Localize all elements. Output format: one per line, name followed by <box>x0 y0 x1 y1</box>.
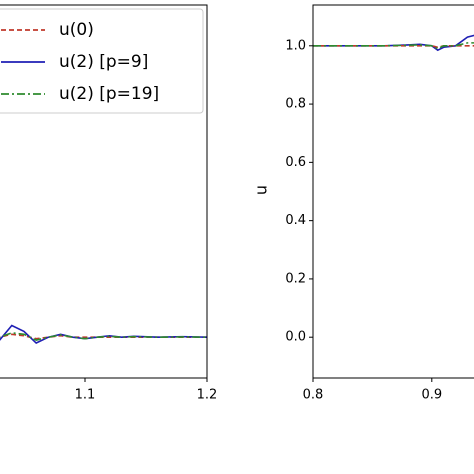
x-tick-label: 0.8 <box>303 388 324 403</box>
y-tick-label: 0.0 <box>285 330 306 345</box>
x-tick-label: 1.1 <box>75 388 96 403</box>
y-axis-label: u <box>252 185 271 195</box>
plot-frame <box>312 4 474 379</box>
series-line <box>0 324 208 344</box>
series-line <box>313 34 474 52</box>
y-tick-label: 0.2 <box>285 271 306 286</box>
legend-label: u(2) [p=9] <box>59 52 148 72</box>
y-tick-label: 0.4 <box>285 213 306 228</box>
legend-box <box>0 8 204 114</box>
legend-label: u(2) [p=19] <box>59 84 159 104</box>
x-tick-label: 1.2 <box>197 388 218 403</box>
series-line <box>313 42 474 50</box>
x-tick-label: 0.9 <box>421 388 442 403</box>
legend-label: u(0) <box>59 20 94 40</box>
series-line <box>0 332 208 341</box>
y-tick-label: 1.0 <box>285 38 306 53</box>
plot-frame <box>0 4 208 379</box>
y-tick-label: 0.6 <box>285 155 306 170</box>
y-tick-label: 0.8 <box>285 97 306 112</box>
